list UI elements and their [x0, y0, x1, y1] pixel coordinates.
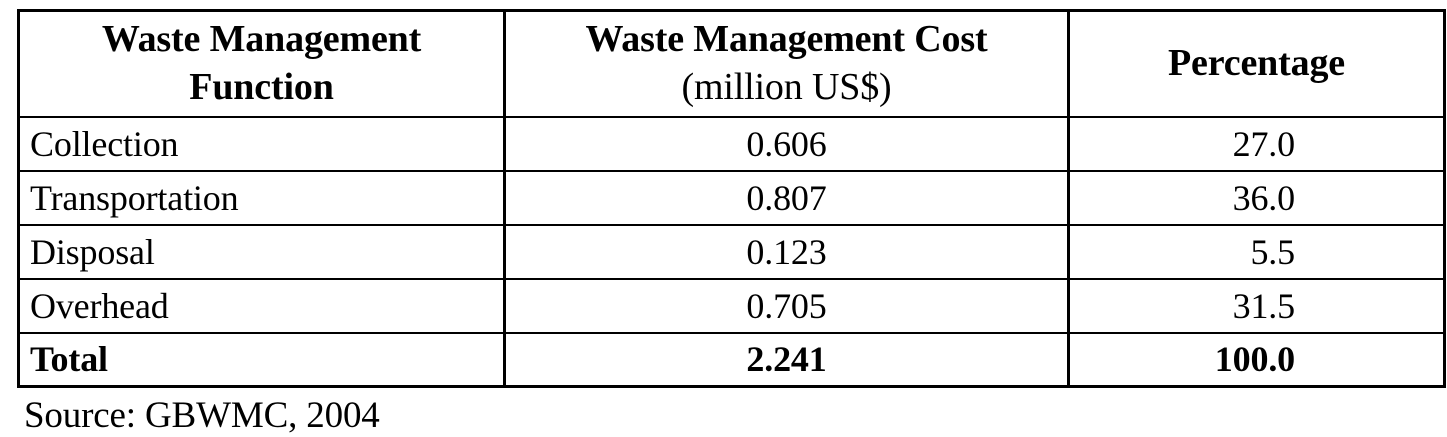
cell-function: Collection — [17, 115, 506, 172]
column-header-function-label: Waste Management Function — [101, 17, 422, 108]
table-row-overhead: Overhead 0.705 31.5 — [17, 277, 1446, 334]
cell-function: Transportation — [17, 169, 506, 226]
cell-total-percentage: 100.0 — [1067, 331, 1446, 388]
cell-cost: 0.606 — [503, 115, 1070, 172]
cell-function: Overhead — [17, 277, 506, 334]
cell-total-label: Total — [17, 331, 506, 388]
cell-function: Disposal — [17, 223, 506, 280]
column-header-cost-title: Waste Management Cost — [585, 17, 988, 60]
column-header-cost: Waste Management Cost (million US$) — [503, 9, 1070, 118]
table-row-transportation: Transportation 0.807 36.0 — [17, 169, 1446, 226]
cell-percentage: 31.5 — [1067, 277, 1446, 334]
cell-cost: 0.123 — [503, 223, 1070, 280]
cell-percentage: 27.0 — [1067, 115, 1446, 172]
waste-management-cost-table: Waste Management Function Waste Manageme… — [17, 9, 1446, 388]
table-row-disposal: Disposal 0.123 5.5 — [17, 223, 1446, 280]
source-note: Source: GBWMC, 2004 — [24, 395, 380, 436]
column-header-cost-unit: (million US$) — [681, 65, 892, 108]
column-header-function: Waste Management Function — [17, 9, 506, 118]
cell-total-cost: 2.241 — [503, 331, 1070, 388]
cell-percentage: 5.5 — [1067, 223, 1446, 280]
table-row-collection: Collection 0.606 27.0 — [17, 115, 1446, 172]
column-header-percentage-label: Percentage — [1167, 41, 1346, 84]
table-row-total: Total 2.241 100.0 — [17, 331, 1446, 388]
header-row: Waste Management Function Waste Manageme… — [17, 9, 1446, 118]
cell-cost: 0.705 — [503, 277, 1070, 334]
cell-percentage: 36.0 — [1067, 169, 1446, 226]
cell-cost: 0.807 — [503, 169, 1070, 226]
column-header-percentage: Percentage — [1067, 9, 1446, 118]
